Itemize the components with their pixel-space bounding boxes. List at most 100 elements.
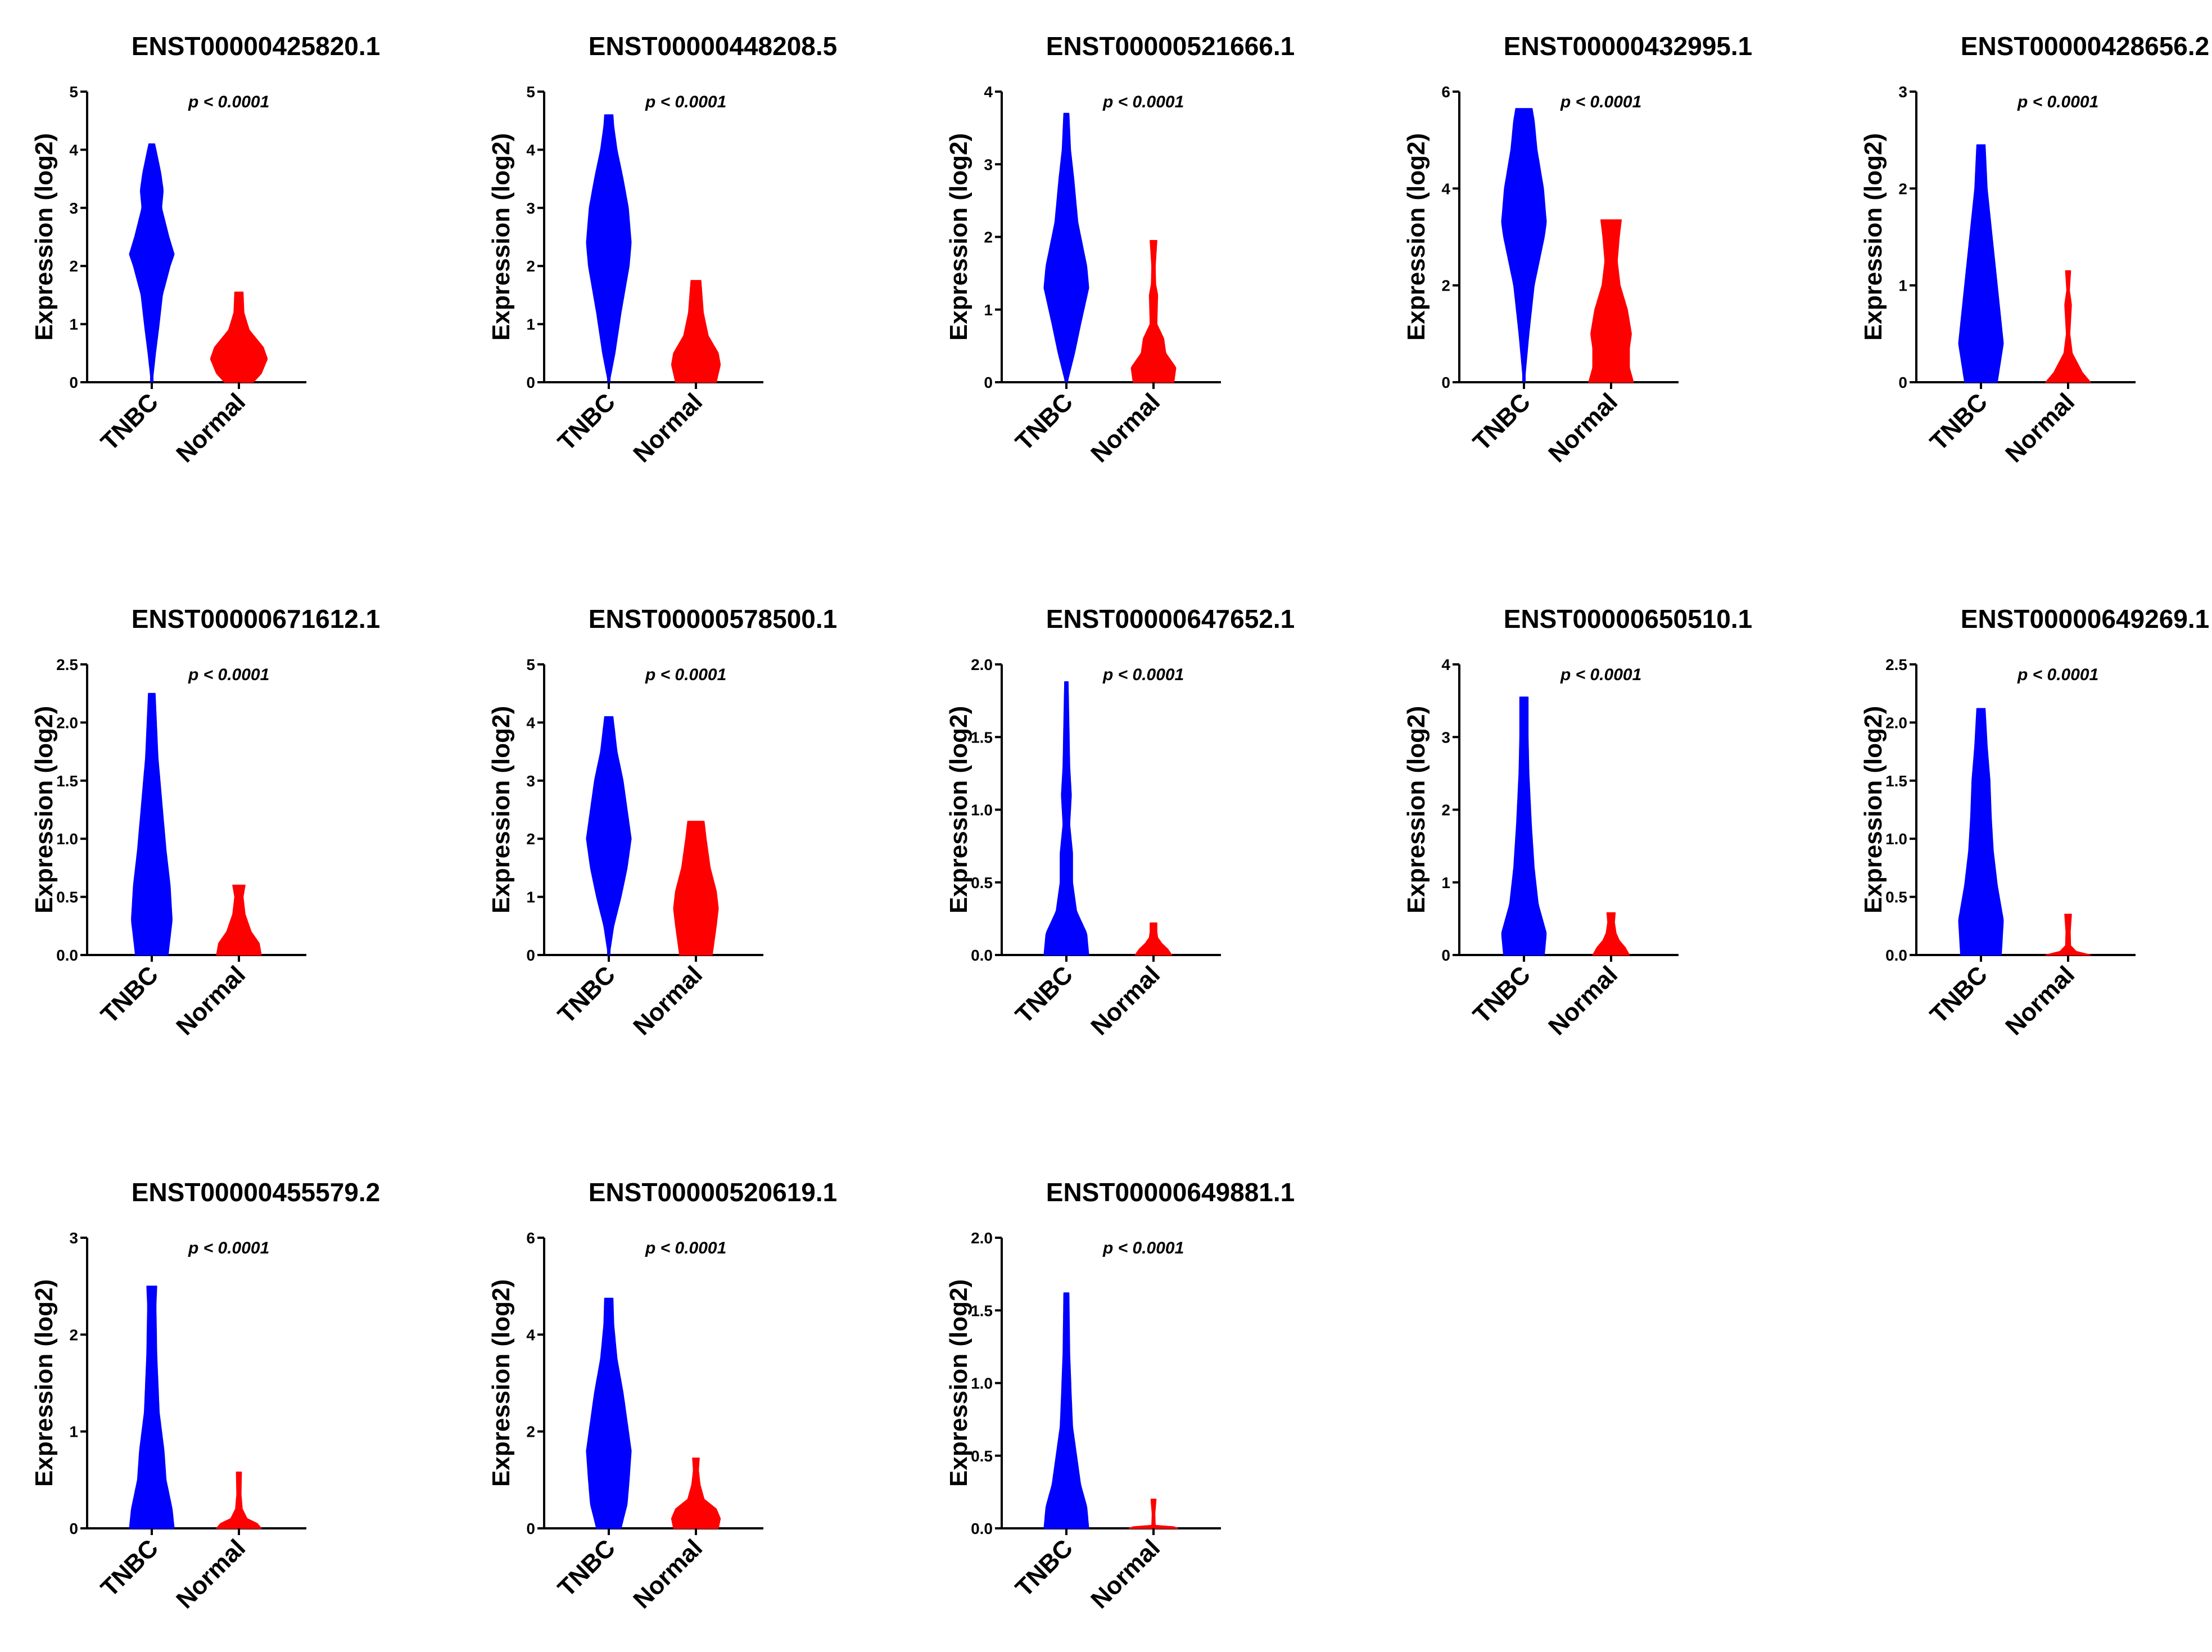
- violin-normal: [1128, 1499, 1179, 1529]
- y-tick-label: 0: [526, 374, 535, 391]
- violin-panel: ENST00000671612.1 Expression (log2) 0.0 0.5…: [30, 604, 380, 1040]
- panel-title: ENST00000671612.1: [132, 604, 380, 633]
- violin-panel: ENST00000647652.1 Expression (log2) 0.0 0.5…: [945, 604, 1295, 1040]
- x-tick-label: Normal: [171, 961, 251, 1040]
- violin-panel: ENST00000448208.5 Expression (log2) 0 1 2 3 4 5…: [487, 31, 837, 468]
- x-tick-label: Normal: [171, 388, 251, 468]
- y-tick-label: 1.5: [1885, 772, 1907, 790]
- y-tick-label: 4: [526, 141, 535, 159]
- y-tick-label: 0: [1441, 374, 1450, 391]
- p-value-label: p < 0.0001: [1102, 1239, 1184, 1257]
- y-tick-label: 1: [69, 1423, 78, 1441]
- y-tick-label: 2.5: [1885, 656, 1907, 673]
- y-tick-label: 2.0: [56, 714, 78, 731]
- y-tick-label: 6: [526, 1229, 535, 1247]
- x-tick-label: TNBC: [1925, 961, 1993, 1029]
- violin-normal: [210, 291, 268, 383]
- violin-tnbc: [131, 693, 173, 956]
- x-tick-label: Normal: [1085, 961, 1165, 1040]
- y-tick-label: 5: [526, 656, 535, 673]
- y-tick-label: 3: [526, 200, 535, 217]
- violin-panel: ENST00000425820.1 Expression (log2) 0 1 2 3 4 5…: [30, 31, 380, 468]
- y-tick-label: 3: [1441, 728, 1450, 746]
- y-tick-label: 2: [1898, 180, 1907, 197]
- violin-tnbc: [586, 114, 632, 383]
- x-tick-label: Normal: [1543, 961, 1623, 1040]
- violin-tnbc: [1043, 681, 1089, 956]
- y-tick-label: 1: [1441, 874, 1450, 891]
- y-tick-label: 4: [526, 1326, 535, 1343]
- violin-normal: [2045, 270, 2091, 383]
- y-axis-title: Expression (log2): [1403, 706, 1430, 913]
- y-axis-title: Expression (log2): [945, 706, 972, 913]
- y-tick-label: 2.5: [56, 656, 78, 673]
- panel-title: ENST00000650510.1: [1504, 604, 1752, 633]
- x-tick-label: Normal: [1085, 388, 1165, 468]
- x-tick-label: TNBC: [1010, 388, 1078, 456]
- panel-title: ENST00000455579.2: [132, 1178, 380, 1207]
- y-tick-label: 1: [69, 316, 78, 333]
- x-tick-label: TNBC: [1925, 388, 1993, 456]
- violin-normal: [216, 884, 262, 956]
- violin-panel: ENST00000520619.1 Expression (log2) 0 2 4 6 p …: [487, 1178, 837, 1614]
- y-tick-label: 0: [69, 374, 78, 391]
- x-tick-label: TNBC: [553, 1534, 621, 1602]
- panel-title: ENST00000647652.1: [1046, 604, 1295, 633]
- y-tick-label: 0.5: [971, 874, 993, 891]
- violin-panel: ENST00000521666.1 Expression (log2) 0 1 2 3 4 p…: [945, 31, 1295, 468]
- y-tick-label: 1: [1898, 277, 1907, 295]
- violin-panel: ENST00000428656.2 Expression (log2) 0 1 2 3 p …: [1860, 31, 2209, 468]
- violin-panel: ENST00000649269.1 Expression (log2) 0.0 0.5…: [1860, 604, 2209, 1040]
- x-tick-label: TNBC: [96, 961, 164, 1029]
- y-tick-label: 0: [984, 374, 993, 391]
- y-tick-label: 2.0: [971, 656, 993, 673]
- p-value-label: p < 0.0001: [645, 666, 726, 684]
- p-value-label: p < 0.0001: [645, 1239, 726, 1257]
- p-value-label: p < 0.0001: [1102, 93, 1184, 111]
- violin-panel: ENST00000455579.2 Expression (log2) 0 1 2 3 p …: [30, 1178, 380, 1614]
- p-value-label: p < 0.0001: [188, 93, 269, 111]
- y-axis-title: Expression (log2): [30, 706, 58, 913]
- y-tick-label: 0.5: [1885, 889, 1907, 906]
- violin-tnbc: [129, 1286, 175, 1529]
- panel-title: ENST00000520619.1: [589, 1178, 837, 1207]
- y-tick-label: 4: [1441, 656, 1450, 673]
- y-tick-label: 0.0: [971, 1520, 993, 1537]
- y-tick-label: 3: [69, 1229, 78, 1247]
- y-axis-title: Expression (log2): [1860, 133, 1887, 341]
- y-axis-title: Expression (log2): [945, 133, 972, 341]
- violin-tnbc: [1958, 144, 2004, 383]
- violin-normal: [1134, 922, 1173, 956]
- y-tick-label: 4: [984, 83, 993, 101]
- violin-normal: [671, 1458, 721, 1529]
- y-tick-label: 2.0: [971, 1229, 993, 1247]
- p-value-label: p < 0.0001: [1560, 666, 1641, 684]
- y-axis-title: Expression (log2): [30, 133, 58, 341]
- violin-panel: ENST00000578500.1 Expression (log2) 0 1 2 3 4 5…: [487, 604, 837, 1040]
- y-tick-label: 2.0: [1885, 714, 1907, 731]
- y-axis-title: Expression (log2): [1860, 706, 1887, 913]
- panel-title: ENST00000425820.1: [132, 31, 380, 61]
- p-value-label: p < 0.0001: [1560, 93, 1641, 111]
- y-tick-label: 0.0: [971, 947, 993, 964]
- violin-tnbc: [1958, 708, 2004, 956]
- y-tick-label: 0: [526, 1520, 535, 1537]
- y-tick-label: 0: [1898, 374, 1907, 391]
- y-tick-label: 1.5: [971, 728, 993, 746]
- violin-tnbc: [586, 1297, 632, 1529]
- y-tick-label: 2: [69, 257, 78, 275]
- x-tick-label: Normal: [628, 388, 708, 468]
- violin-tnbc: [1501, 108, 1547, 383]
- violin-tnbc: [1501, 696, 1547, 956]
- y-tick-label: 5: [69, 83, 78, 101]
- violin-panel: ENST00000432995.1 Expression (log2) 0 2 4 6 p …: [1403, 31, 1752, 468]
- y-tick-label: 0.5: [971, 1447, 993, 1465]
- y-tick-label: 2: [526, 830, 535, 848]
- y-tick-label: 0.5: [56, 889, 78, 906]
- y-tick-label: 1.5: [971, 1302, 993, 1319]
- x-tick-label: Normal: [171, 1534, 251, 1614]
- y-tick-label: 4: [1441, 180, 1450, 197]
- violin-panel: ENST00000649881.1 Expression (log2) 0.0 0.5…: [945, 1178, 1295, 1614]
- panel-title: ENST00000578500.1: [589, 604, 837, 633]
- violin-normal: [671, 280, 721, 383]
